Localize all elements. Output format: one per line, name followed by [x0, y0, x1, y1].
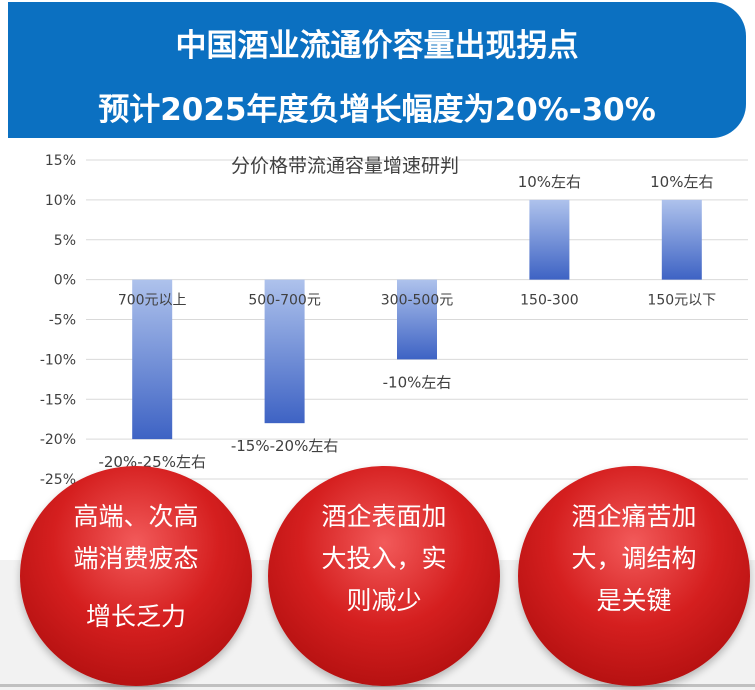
bubble-text-line: 则减少 — [346, 586, 422, 615]
bar — [661, 199, 702, 280]
bar — [397, 279, 437, 360]
bubble-text-line: 酒企痛苦加 — [571, 502, 697, 531]
data-label: -10%左右 — [383, 373, 452, 391]
bubble-high-end: 高端、次高 端消费疲态 增长乏力 — [20, 466, 252, 686]
bubble-text-line: 是关键 — [596, 586, 672, 615]
bubble-text-line: 高端、次高 — [73, 502, 199, 531]
bubble-text-line: 增长乏力 — [85, 602, 186, 631]
category-label: 300-500元 — [381, 293, 454, 309]
data-label: -15%-20%左右 — [231, 437, 339, 455]
bubble-text-gap — [30, 580, 242, 596]
bubble-investment: 酒企表面加 大投入，实 则减少 — [268, 466, 500, 686]
bar-chart: 15% 10% 5% 0% -5% -10% -15% -20% -25% 分价格带流通容量增速研… — [40, 153, 748, 488]
y-tick-label: -5% — [49, 313, 76, 329]
category-label: 150-300 — [520, 293, 579, 309]
banner-subtitle: 预计2025年度负增长幅度为20%-30% — [98, 92, 656, 128]
header-banner: 中国酒业流通价容量出现拐点 预计2025年度负增长幅度为20%-30% — [8, 2, 746, 138]
y-tick-label: -20% — [40, 432, 76, 448]
bar — [264, 279, 305, 424]
y-tick-label: -15% — [40, 392, 76, 408]
data-label: 10%左右 — [518, 173, 581, 191]
data-label: 10%左右 — [650, 173, 713, 191]
bubble-text-line: 酒企表面加 — [321, 502, 447, 531]
y-tick-label: 10% — [45, 193, 76, 209]
bar — [529, 199, 570, 280]
category-label: 500-700元 — [248, 293, 321, 309]
bar — [132, 279, 173, 440]
y-tick-label: 0% — [54, 273, 76, 289]
y-tick-label: -10% — [40, 352, 76, 368]
bubble-restructure: 酒企痛苦加 大，调结构 是关键 — [518, 466, 750, 686]
bubble-text-line: 端消费疲态 — [73, 544, 199, 573]
bubble-text-line: 大投入，实 — [321, 544, 447, 573]
y-tick-label: 5% — [54, 233, 76, 249]
y-tick-label: -25% — [40, 472, 76, 488]
banner-title: 中国酒业流通价容量出现拐点 — [175, 28, 579, 64]
category-label: 700元以上 — [118, 293, 187, 309]
y-tick-label: 15% — [45, 153, 76, 169]
chart-title: 分价格带流通容量增速研判 — [231, 155, 459, 177]
bubble-text-line: 大，调结构 — [571, 544, 697, 573]
category-label: 150元以下 — [647, 293, 716, 309]
